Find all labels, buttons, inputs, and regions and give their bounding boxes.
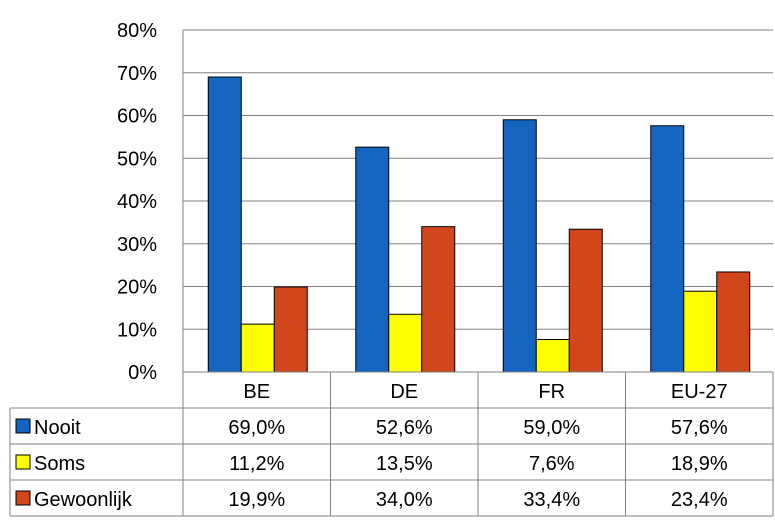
legend-key-nooit xyxy=(15,418,31,434)
bar-nooit-eu-27 xyxy=(650,125,685,373)
y-tick-label: 30% xyxy=(117,234,157,256)
y-tick-label: 50% xyxy=(117,148,157,170)
data-label: 33,4% xyxy=(523,489,580,511)
data-table: BE DE FR EU-27 Nooit 69,0% 52,6% 59,0% 57,6% Soms… xyxy=(9,371,774,517)
data-label: 7,6% xyxy=(529,453,575,475)
legend-key-gewoonlijk xyxy=(15,490,31,506)
legend-label-soms: Soms xyxy=(34,453,85,475)
data-label: 13,5% xyxy=(376,453,433,475)
category-label: BE xyxy=(243,381,270,403)
bars xyxy=(207,76,751,373)
bar-soms-de xyxy=(388,313,423,373)
y-tick-label: 40% xyxy=(117,191,157,213)
data-label: 23,4% xyxy=(671,489,728,511)
y-tick-label: 80% xyxy=(117,20,157,42)
bar-gewoonlijk-be xyxy=(273,286,308,373)
legend-label-nooit: Nooit xyxy=(34,417,81,439)
y-tick-label: 0% xyxy=(128,362,157,384)
category-label: EU-27 xyxy=(671,381,728,403)
bar-nooit-be xyxy=(207,76,242,373)
category-label: DE xyxy=(390,381,418,403)
data-label: 34,0% xyxy=(376,489,433,511)
bar-soms-be xyxy=(240,323,275,373)
bar-soms-eu-27 xyxy=(683,290,718,373)
data-label: 57,6% xyxy=(671,417,728,439)
y-tick-label: 70% xyxy=(117,63,157,85)
bar-nooit-de xyxy=(355,146,390,373)
data-label: 69,0% xyxy=(228,417,285,439)
data-label: 11,2% xyxy=(229,453,284,475)
bar-nooit-fr xyxy=(502,119,537,373)
y-axis-tick-labels: 0% 10% 20% 30% 40% 50% 60% 70% 80% xyxy=(117,20,157,384)
bar-gewoonlijk-eu-27 xyxy=(716,271,751,373)
y-tick-label: 10% xyxy=(117,319,157,341)
data-label: 18,9% xyxy=(671,453,728,475)
y-tick-label: 20% xyxy=(117,277,157,299)
y-tick-label: 60% xyxy=(117,106,157,128)
legend-key-soms xyxy=(15,454,31,470)
bar-soms-fr xyxy=(535,339,570,373)
data-label: 19,9% xyxy=(228,489,285,511)
bar-gewoonlijk-fr xyxy=(568,228,603,373)
category-label: FR xyxy=(538,381,565,403)
data-label: 52,6% xyxy=(376,417,433,439)
bar-gewoonlijk-de xyxy=(421,226,456,373)
data-label: 59,0% xyxy=(523,417,580,439)
legend-label-gewoonlijk: Gewoonlijk xyxy=(34,489,133,511)
